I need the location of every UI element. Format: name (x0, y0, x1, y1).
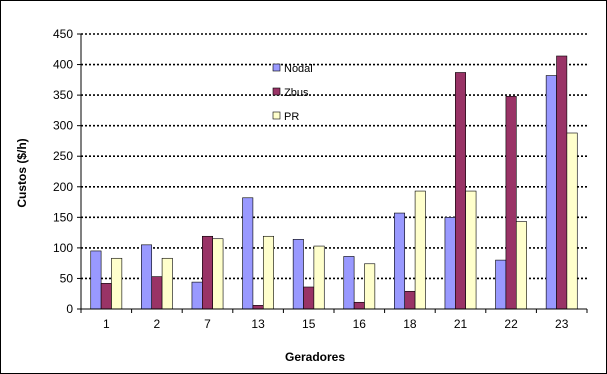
bar-nodal-1 (90, 250, 102, 310)
bar-nodal-21 (444, 217, 456, 310)
x-tick-label-18: 18 (403, 317, 417, 331)
bar-pr-7 (212, 238, 224, 310)
bar-nodal-15 (292, 239, 304, 310)
x-tick-label-1: 1 (103, 317, 110, 331)
y-tick-label-200: 200 (53, 180, 73, 194)
bar-nodal-13 (242, 197, 254, 310)
y-tick-label-0: 0 (66, 302, 73, 316)
bar-zbus-21 (455, 72, 466, 310)
bar-nodal-16 (343, 256, 355, 310)
bar-pr-1 (111, 257, 123, 310)
legend-label-pr: PR (284, 111, 299, 123)
x-tick-label-7: 7 (204, 317, 211, 331)
y-tick-label-400: 400 (53, 58, 73, 72)
axes (77, 33, 588, 313)
bar-pr-2 (161, 257, 173, 310)
x-tick-label-23: 23 (555, 317, 569, 331)
bar-nodal-7 (191, 281, 203, 310)
bar-zbus-7 (202, 235, 213, 310)
y-axis-title: Custos ($/h) (15, 138, 29, 207)
bar-zbus-2 (151, 276, 163, 310)
legend-swatch-nodal (272, 63, 281, 72)
bar-zbus-16 (353, 301, 365, 310)
legend-label-zbus: Zbus (284, 87, 309, 99)
bar-zbus-23 (556, 55, 568, 310)
bar-zbus-1 (100, 283, 112, 310)
x-tick-label-2: 2 (154, 317, 161, 331)
y-tick-label-100: 100 (53, 241, 73, 255)
y-tick-label-50: 50 (60, 271, 74, 285)
bar-zbus-13 (252, 305, 264, 310)
bar-pr-23 (566, 132, 578, 310)
y-tick-label-250: 250 (53, 149, 73, 163)
legend-swatch-pr (272, 111, 281, 120)
y-tick-label-150: 150 (53, 210, 73, 224)
bar-pr-16 (364, 263, 376, 310)
legend-label-nodal: Nodal (284, 63, 313, 75)
legend: Nodal Zbus PR (272, 63, 313, 123)
x-tick-label-13: 13 (251, 317, 265, 331)
bar-pr-15 (313, 245, 325, 310)
legend-swatch-zbus (272, 87, 281, 96)
x-tick-label-22: 22 (504, 317, 518, 331)
y-tick-label-350: 350 (53, 88, 73, 102)
y-tick-label-300: 300 (53, 119, 73, 133)
x-tick-label-16: 16 (353, 317, 367, 331)
bar-zbus-18 (404, 290, 416, 310)
bar-pr-13 (262, 235, 274, 310)
x-tick-label-15: 15 (302, 317, 316, 331)
y-tick-label-450: 450 (53, 27, 73, 41)
x-axis-title: Geradores (285, 350, 345, 364)
bar-nodal-18 (394, 212, 406, 310)
bar-pr-22 (515, 221, 527, 310)
bars (90, 55, 578, 310)
x-tick-label-21: 21 (454, 317, 468, 331)
bar-pr-18 (414, 190, 426, 310)
tick-labels: 0 50 100 150 200 250 300 350 400 450 1 2 7 13 15 16 18 21… (53, 27, 569, 331)
bar-nodal-22 (495, 259, 507, 310)
bar-nodal-23 (545, 75, 557, 310)
bar-pr-21 (465, 190, 477, 310)
bar-zbus-15 (303, 286, 315, 310)
bar-nodal-2 (141, 244, 153, 310)
bar-zbus-22 (505, 96, 517, 310)
